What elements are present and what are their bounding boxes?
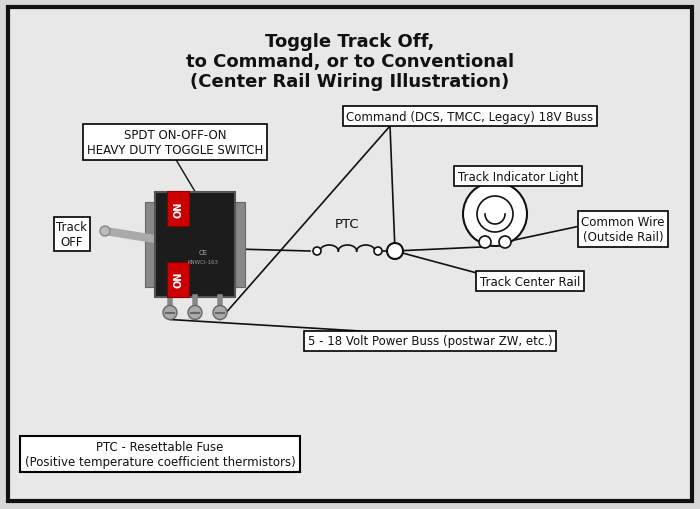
- Circle shape: [387, 243, 403, 260]
- Text: CE: CE: [198, 249, 208, 256]
- Text: Track Center Rail: Track Center Rail: [480, 275, 580, 288]
- Circle shape: [463, 183, 527, 246]
- Text: SPDT ON-OFF-ON
HEAVY DUTY TOGGLE SWITCH: SPDT ON-OFF-ON HEAVY DUTY TOGGLE SWITCH: [87, 129, 263, 157]
- Circle shape: [100, 227, 110, 237]
- Circle shape: [163, 306, 177, 320]
- Text: ON: ON: [173, 202, 183, 218]
- Text: Toggle Track Off,: Toggle Track Off,: [265, 33, 435, 51]
- Text: Command (DCS, TMCC, Legacy) 18V Buss: Command (DCS, TMCC, Legacy) 18V Buss: [346, 110, 594, 123]
- Text: 5 - 18 Volt Power Buss (postwar ZW, etc.): 5 - 18 Volt Power Buss (postwar ZW, etc.…: [308, 335, 552, 348]
- Circle shape: [477, 196, 513, 233]
- Circle shape: [479, 237, 491, 248]
- Text: Track Indicator Light: Track Indicator Light: [458, 170, 578, 183]
- Circle shape: [499, 237, 511, 248]
- Bar: [235, 202, 245, 287]
- Circle shape: [213, 306, 227, 320]
- Text: Track
OFF: Track OFF: [57, 220, 88, 248]
- Circle shape: [313, 247, 321, 256]
- Bar: [167, 263, 189, 297]
- Text: to Command, or to Conventional: to Command, or to Conventional: [186, 53, 514, 71]
- Circle shape: [374, 247, 382, 256]
- Bar: [167, 191, 189, 227]
- Text: Common Wire
(Outside Rail): Common Wire (Outside Rail): [581, 216, 665, 243]
- Text: ON: ON: [173, 271, 183, 288]
- Text: PTC - Resettable Fuse
(Positive temperature coefficient thermistors): PTC - Resettable Fuse (Positive temperat…: [25, 440, 295, 468]
- Text: KNWCI-163: KNWCI-163: [188, 260, 218, 265]
- Circle shape: [188, 306, 202, 320]
- Bar: [145, 202, 155, 287]
- Text: PTC: PTC: [335, 217, 360, 230]
- Bar: [155, 192, 235, 297]
- Text: (Center Rail Wiring Illustration): (Center Rail Wiring Illustration): [190, 73, 510, 91]
